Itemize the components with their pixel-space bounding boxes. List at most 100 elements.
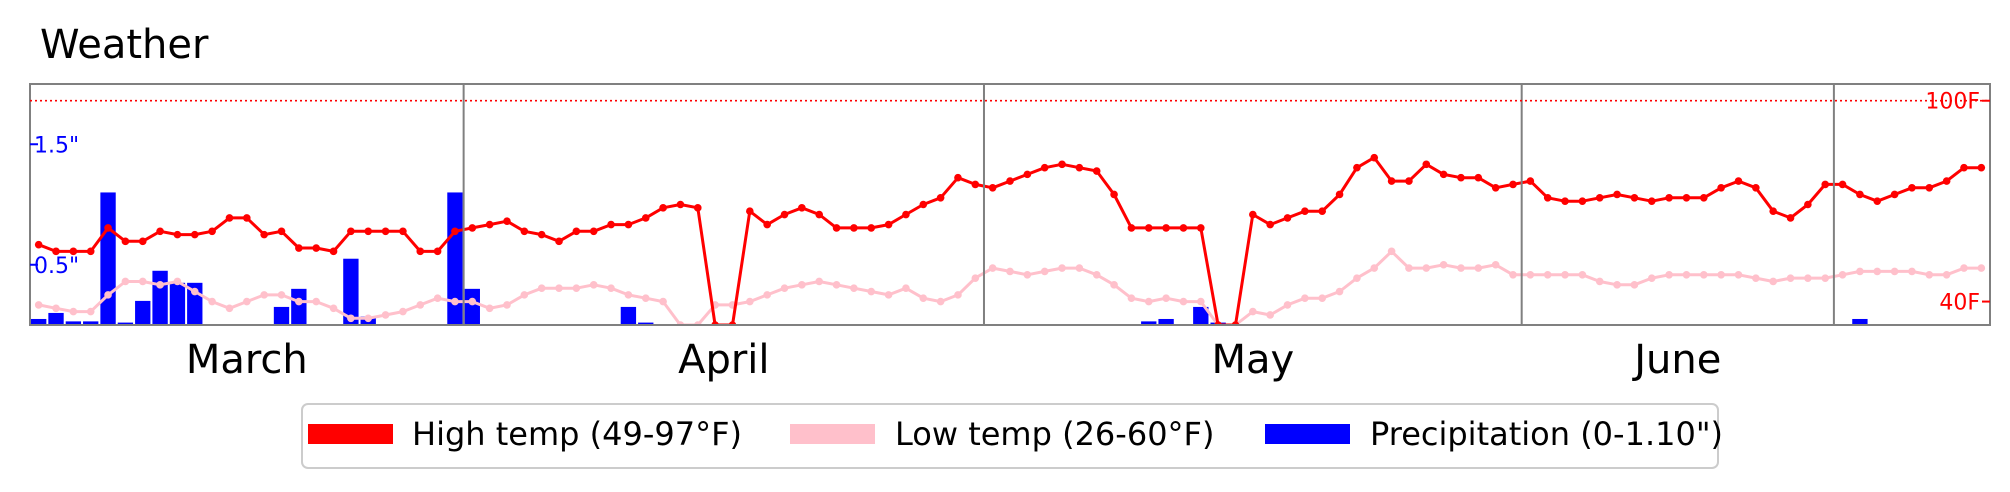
low-temp-point bbox=[520, 291, 529, 299]
low-temp-point bbox=[121, 277, 130, 286]
high-temp-point bbox=[1977, 163, 1986, 172]
low-temp-point bbox=[936, 297, 945, 306]
low-temp-point bbox=[1387, 247, 1396, 256]
high-temp-point bbox=[919, 200, 928, 209]
low-temp-point bbox=[1491, 260, 1500, 269]
low-temp-point bbox=[329, 304, 338, 313]
high-temp-point bbox=[1786, 214, 1795, 222]
low-temp-point bbox=[1318, 294, 1327, 303]
high-temp-point bbox=[867, 224, 876, 232]
high-temp-point bbox=[347, 227, 355, 236]
low-temp-point bbox=[225, 304, 234, 313]
high-temp-point bbox=[312, 244, 320, 252]
high-temp-point bbox=[641, 214, 650, 222]
below-plot-mask bbox=[0, 326, 2010, 386]
high-temp-point bbox=[1769, 207, 1777, 215]
high-temp-point bbox=[277, 227, 286, 236]
legend-swatch bbox=[308, 424, 393, 444]
high-temp-point bbox=[1318, 207, 1327, 215]
low-temp-point bbox=[832, 281, 841, 289]
high-temp-point bbox=[815, 210, 824, 219]
high-temp-point bbox=[104, 224, 112, 232]
high-temp-point bbox=[1752, 183, 1760, 192]
month-dividers bbox=[462, 84, 1835, 325]
high-temp-point bbox=[1821, 180, 1830, 189]
legend: High temp (49-97°F) Low temp (26-60°F) Pre… bbox=[301, 403, 1723, 469]
high-temp-point bbox=[1942, 177, 1951, 185]
precipitation-bar bbox=[620, 306, 637, 325]
low-temp-point bbox=[1075, 264, 1084, 272]
precipitation-bar bbox=[273, 306, 290, 325]
low-temp-point bbox=[971, 274, 980, 282]
low-temp-point bbox=[624, 291, 633, 299]
high-temp-point bbox=[1509, 180, 1517, 189]
high-temp-point bbox=[589, 227, 598, 236]
high-temp-point bbox=[399, 227, 407, 236]
high-temp-point bbox=[485, 220, 494, 229]
month-label: June bbox=[1631, 337, 1721, 383]
low-temp-point bbox=[485, 304, 494, 313]
high-temp-series bbox=[34, 153, 1986, 329]
temp-tick-label: 100F bbox=[1925, 90, 1980, 115]
low-temp-point bbox=[1942, 270, 1951, 279]
high-temp-point bbox=[624, 220, 633, 229]
legend-entry: Low temp (26-60°F) bbox=[895, 415, 1214, 453]
month-label: April bbox=[678, 337, 769, 383]
low-temp-point bbox=[1040, 267, 1049, 276]
high-temp-point bbox=[572, 227, 581, 236]
low-temp-point bbox=[468, 297, 477, 306]
high-temp-point bbox=[1682, 194, 1691, 202]
high-temp-point bbox=[1491, 183, 1500, 192]
low-temp-point bbox=[156, 281, 164, 289]
high-temp-point bbox=[1734, 177, 1743, 185]
low-temp-point bbox=[1925, 270, 1934, 279]
legend-entry: Precipitation (0-1.10") bbox=[1370, 415, 1723, 453]
low-temp-point bbox=[1561, 270, 1569, 279]
low-temp-point bbox=[1422, 264, 1431, 272]
low-temp-point bbox=[1856, 267, 1864, 276]
high-temp-point bbox=[1890, 190, 1899, 199]
low-temp-point bbox=[69, 307, 78, 316]
high-temp-point bbox=[1006, 177, 1014, 185]
low-temp-point bbox=[1786, 274, 1795, 282]
low-temp-point bbox=[451, 297, 459, 306]
low-temp-point bbox=[1838, 270, 1847, 279]
low-temp-point bbox=[1196, 297, 1205, 306]
high-temp-point bbox=[1405, 177, 1413, 185]
low-temp-point bbox=[347, 314, 355, 323]
low-temp-point bbox=[1283, 301, 1292, 309]
precipitation-bar bbox=[464, 288, 480, 325]
high-temp-point bbox=[1838, 180, 1847, 189]
precipitation-bar bbox=[100, 192, 116, 325]
high-temp-point bbox=[1092, 167, 1101, 175]
high-temp-point bbox=[503, 217, 511, 226]
high-temp-point bbox=[659, 204, 667, 212]
high-temp-point bbox=[1266, 220, 1274, 229]
high-temp-point bbox=[555, 237, 563, 246]
high-temp-point bbox=[381, 227, 390, 236]
high-temp-point bbox=[954, 173, 962, 182]
precipitation-bar bbox=[638, 322, 654, 325]
high-temp-point bbox=[1023, 170, 1032, 179]
high-temp-point bbox=[902, 210, 910, 219]
low-temp-point bbox=[1769, 277, 1777, 286]
low-temp-point bbox=[1630, 281, 1639, 289]
low-temp-point bbox=[988, 264, 997, 272]
precipitation-bar bbox=[1158, 318, 1174, 325]
precipitation-bars bbox=[31, 192, 1868, 325]
high-temp-point bbox=[537, 230, 546, 239]
low-temp-point bbox=[798, 281, 806, 289]
low-temp-point bbox=[1179, 297, 1188, 306]
low-temp-point bbox=[52, 304, 60, 313]
high-temp-point bbox=[1144, 224, 1153, 232]
high-temp-point bbox=[520, 227, 529, 236]
low-temp-point bbox=[1353, 274, 1361, 282]
low-temp-point bbox=[208, 297, 216, 306]
high-temp-point bbox=[1283, 214, 1292, 222]
low-temp-point bbox=[1734, 270, 1743, 279]
low-temp-point bbox=[1058, 264, 1066, 272]
low-temp-point bbox=[815, 277, 824, 286]
low-temp-point bbox=[173, 277, 182, 286]
precipitation-bar bbox=[65, 321, 82, 325]
